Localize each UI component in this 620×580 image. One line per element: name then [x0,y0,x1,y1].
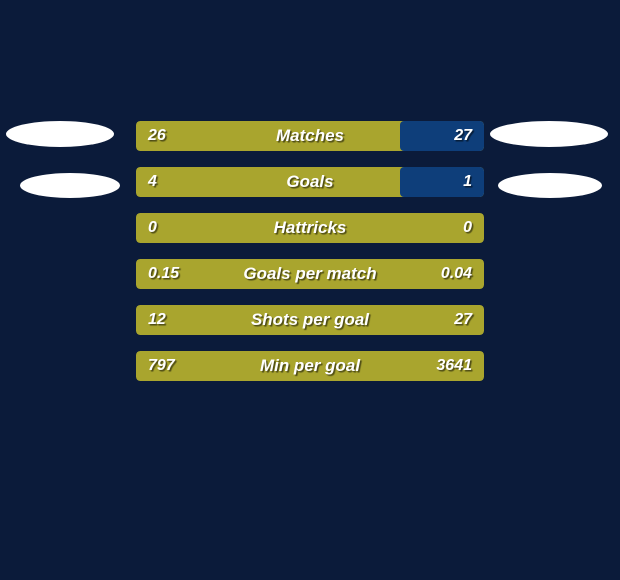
stat-row: 0Hattricks0 [136,213,484,243]
stat-label: Min per goal [136,351,484,381]
stat-label: Shots per goal [136,305,484,335]
stat-label: Hattricks [136,213,484,243]
stat-right-value: 0 [463,213,472,243]
stat-label: Goals [136,167,484,197]
comparison-card: ChÃ¡vez vs ManjarrÃ©s JimÃ©nez Club comp… [0,0,620,580]
stat-row: 4Goals1 [136,167,484,197]
stat-label: Matches [136,121,484,151]
stat-label: Goals per match [136,259,484,289]
stat-right-value: 27 [454,121,472,151]
avatar-placeholder [490,121,608,147]
stat-row: 12Shots per goal27 [136,305,484,335]
stat-row: 797Min per goal3641 [136,351,484,381]
stat-right-value: 1 [463,167,472,197]
avatar-placeholder [20,173,120,198]
stat-row: 0.15Goals per match0.04 [136,259,484,289]
stat-bars: 26Matches27 4Goals1 0Hattricks0 0.15Goals p… [136,121,484,381]
stats-arena: 26Matches27 4Goals1 0Hattricks0 0.15Goals p… [0,121,620,381]
avatar-placeholder [6,121,114,147]
stat-right-value: 3641 [436,351,472,381]
stat-right-value: 27 [454,305,472,335]
avatar-placeholder [498,173,602,198]
stat-right-value: 0.04 [441,259,472,289]
stat-row: 26Matches27 [136,121,484,151]
